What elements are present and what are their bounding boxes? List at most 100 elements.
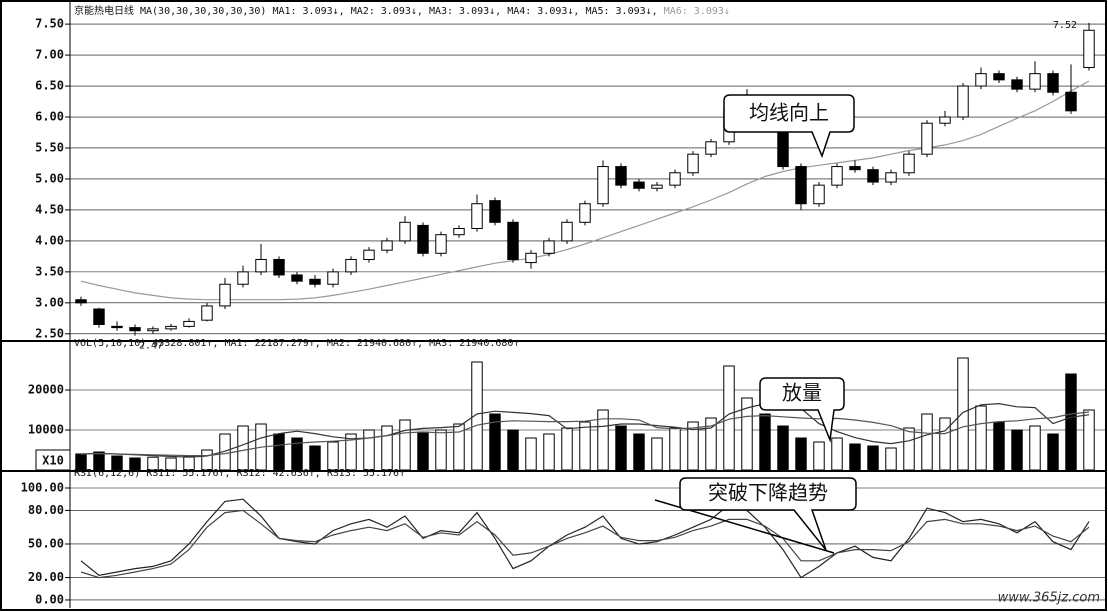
y-tick-label: 3.50 (35, 264, 64, 278)
volume-bar (1047, 433, 1059, 471)
candle-body (363, 249, 375, 260)
candle-body (165, 325, 177, 330)
candle-body (615, 166, 627, 186)
volume-bar (975, 405, 987, 471)
y-tick-label: 7.00 (35, 48, 64, 62)
y-tick-label: 5.50 (35, 140, 64, 154)
candle-body (939, 116, 951, 124)
volume-bar (489, 413, 501, 471)
panel-header: RSI(6,12,6) RSI1: 55.176↑, RSI2: 42.636↑, R… (74, 468, 411, 479)
annotation: 突破下降趋势 (708, 481, 828, 505)
candle-body (543, 240, 555, 254)
candle-body (147, 328, 159, 332)
volume-bar (579, 421, 591, 471)
volume-bar (309, 445, 321, 471)
volume-bar (273, 433, 285, 471)
volume-bar (471, 361, 483, 471)
candle-body (795, 166, 807, 205)
volume-bar (615, 425, 627, 471)
callout: 放量 (759, 377, 845, 443)
volume-bar (237, 425, 249, 471)
volume-bar (867, 445, 879, 471)
candle-body (903, 153, 915, 174)
volume-bar (1011, 429, 1023, 471)
volume-bar (435, 429, 447, 471)
callout: 突破下降趋势 (679, 477, 857, 551)
volume-bar (831, 437, 843, 471)
volume-bar (129, 457, 141, 471)
callout-box (759, 377, 845, 443)
candle-body (219, 283, 231, 307)
indicator-line (80, 402, 1090, 458)
candle-body (399, 221, 411, 242)
indicator-line (80, 80, 1090, 301)
volume-bar (687, 421, 699, 471)
candle-body (1029, 73, 1041, 90)
volume-bar (777, 425, 789, 471)
candle-body (237, 271, 249, 285)
candle-body (993, 73, 1005, 81)
header-text: MA6: 3.093↓ (663, 6, 730, 17)
header-text: MA5: 3.093↓, (585, 6, 658, 17)
volume-bar (561, 427, 573, 471)
volume-bar (543, 433, 555, 471)
y-tick-label: 20000 (28, 383, 64, 397)
y-tick-label: 80.00 (28, 503, 64, 517)
volume-bar (705, 417, 717, 471)
volume-bar (327, 441, 339, 471)
volume-bar (93, 451, 105, 471)
volume-bar (813, 441, 825, 471)
candle-body (849, 166, 861, 171)
y-tick-label: 50.00 (28, 536, 64, 550)
candle-body (885, 172, 897, 183)
panel-header: 京能热电日线 MA(30,30,30,30,30,30) MA1: 3.093↓, M… (74, 2, 736, 17)
candle-body (975, 73, 987, 87)
y-tick-label: 7.50 (35, 17, 64, 31)
y-tick-label: 3.00 (35, 295, 64, 309)
header-text: MA4: 3.093↓, (507, 6, 580, 17)
header-text: MA(30,30,30,30,30,30) (140, 6, 267, 17)
volume-bar (507, 429, 519, 471)
volume-bar (885, 447, 897, 471)
callout-box (679, 477, 857, 551)
candle-body (597, 166, 609, 205)
candle-body (111, 325, 123, 329)
header-text: VOL(5,10,10) (74, 338, 147, 349)
header-text: MA3: 21940.680↑ (429, 338, 520, 349)
candle-body (201, 305, 213, 321)
header-text: RSI3: 55.176↑ (326, 468, 406, 479)
volume-bar (147, 456, 159, 471)
candle-body (705, 141, 717, 155)
volume-bar (957, 357, 969, 471)
candle-body (93, 308, 105, 326)
candle-body (669, 172, 681, 186)
candle-body (561, 221, 573, 242)
y-tick-label: 0.00 (35, 592, 64, 606)
watermark: www.365jz.com (998, 591, 1100, 606)
annotation: 放量 (782, 381, 822, 405)
candle-body (1065, 91, 1077, 112)
volume-bar (633, 433, 645, 471)
volume-bar (849, 443, 861, 471)
y-tick-label: 5.00 (35, 171, 64, 185)
candle-body (1083, 29, 1095, 68)
price-label: 2.47 (139, 341, 163, 352)
candle-body (1011, 79, 1023, 90)
y-tick-label: 6.50 (35, 79, 64, 93)
candle-body (435, 234, 447, 254)
y-tick-label: 6.00 (35, 110, 64, 124)
y-tick-label: 20.00 (28, 570, 64, 584)
volume-bar (597, 409, 609, 471)
candle-body (345, 258, 357, 273)
volume-bar (741, 397, 753, 471)
unit-label: X10 (42, 454, 64, 468)
candle-body (183, 320, 195, 327)
candle-body (507, 221, 519, 260)
volume-bar (651, 437, 663, 471)
volume-bar (453, 423, 465, 471)
header-text: 45328.801↑, (152, 338, 219, 349)
volume-bar (669, 427, 681, 471)
